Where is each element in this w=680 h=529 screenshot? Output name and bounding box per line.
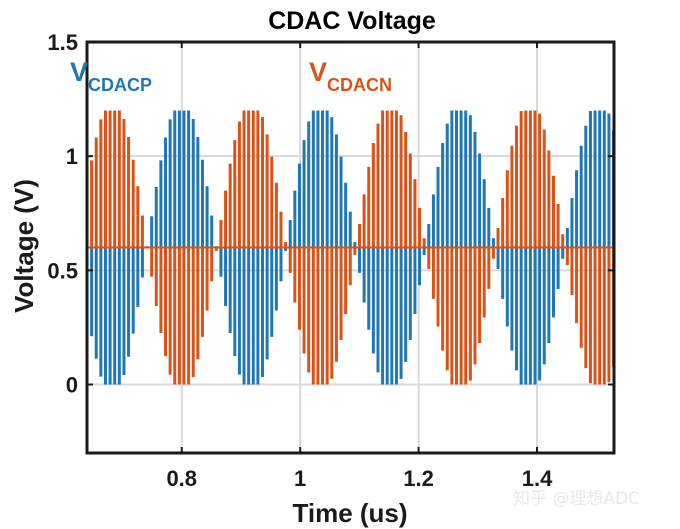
x-tick-label-1: 1 xyxy=(294,466,306,491)
legend-vcdacp: VCDACP xyxy=(70,57,152,95)
x-axis-label: Time (us) xyxy=(292,498,407,528)
y-tick-label-2: 1 xyxy=(66,144,78,169)
legend-vcdacn-sub: CDACN xyxy=(327,75,392,95)
y-tick-label-0: 0 xyxy=(66,373,78,398)
y-tick-label-1: 0.5 xyxy=(47,258,78,283)
legend-vcdacn-main: V xyxy=(309,57,327,87)
x-tick-label-3: 1.4 xyxy=(522,466,553,491)
plot-frame xyxy=(85,40,616,455)
y-axis-label: Voltage (V) xyxy=(9,179,39,313)
y-tick-label-3: 1.5 xyxy=(47,30,78,55)
legend-vcdacp-sub: CDACP xyxy=(88,75,152,95)
watermark: 知乎 @理想ADC xyxy=(513,489,640,509)
chart-title: CDAC Voltage xyxy=(268,7,436,35)
x-tick-label-0: 0.8 xyxy=(166,466,197,491)
axis-ticks: 0.8 1 1.2 1.4 0 0.5 1 1.5 xyxy=(47,30,614,491)
legend-vcdacn: VCDACN xyxy=(309,57,392,95)
x-tick-label-2: 1.2 xyxy=(403,466,434,491)
legend-vcdacp-main: V xyxy=(70,57,88,87)
